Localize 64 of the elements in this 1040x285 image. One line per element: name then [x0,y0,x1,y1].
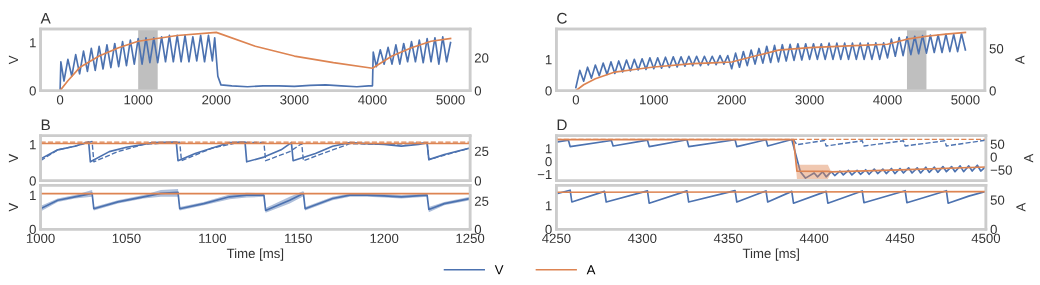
x-axis-title: Time [ms] [226,248,284,261]
y2-tick-label: 0 [474,86,482,96]
x-tick-label: 4300 [627,233,657,243]
y-tick-label: 0 [545,224,552,235]
y-tick-label: 0 [29,86,36,96]
chart-title: C [557,12,567,24]
y-axis-title: V [8,153,18,163]
x-tick-label: 1100 [199,233,227,243]
y2-tick-label: 0 [989,86,996,96]
x-tick-label: 4000 [358,95,387,105]
y2-tick-label: 20 [474,53,489,63]
y-tick-label: 0 [29,176,36,186]
chart-title: A [40,13,51,24]
y2-tick-label: 25 [474,146,489,156]
y-axis-title: V [8,55,18,65]
y-tick-label: 0 [29,224,36,235]
y2-tick-label: 0 [990,152,997,162]
y-tick-label: 0 [545,86,552,96]
x-tick-label: 0 [572,95,580,105]
y-tick-label: 1 [545,55,552,65]
x-tick-label: 1000 [640,95,668,105]
x-tick-label: 4350 [713,233,743,243]
y-tick-label: 1 [30,140,36,150]
x-tick-label: 0 [56,95,64,105]
x-tick-label: 1050 [112,233,141,243]
y-tick-label: −1 [537,169,552,180]
x-tick-label: 1250 [456,233,485,243]
x-tick-label: 2000 [202,95,231,105]
x-axis-title: Time [ms] [742,248,799,261]
y2-tick-label: 0 [474,176,482,186]
y2-tick-label: 50 [990,139,1005,149]
chart-title: B [41,119,50,131]
y2-tick-label: −50 [990,165,1012,175]
chart-title: D [557,119,567,131]
x-tick-label: 1200 [370,233,399,243]
x-tick-label: 3000 [795,95,824,105]
x-tick-label: 1150 [285,233,312,243]
y2-axis-title: A [1015,55,1025,65]
y-tick-label: 1 [30,38,36,48]
x-tick-label: 4400 [799,233,829,243]
y2-axis-title: A [1016,202,1026,212]
x-tick-label: 4250 [542,233,571,243]
x-tick-label: 5000 [951,95,980,105]
y2-tick-label: 50 [989,44,1004,54]
y-axis-title: V [8,202,18,212]
y-tick-label: 0 [545,156,552,167]
legend-label: A [586,265,596,275]
x-tick-label: 5000 [436,95,465,105]
y2-axis-title: A [1024,153,1034,163]
y-tick-label: 1 [545,201,552,211]
x-tick-label: 1000 [124,95,153,105]
x-tick-label: 2000 [717,95,746,105]
y-tick-label: 1 [545,144,552,154]
legend-label: V [494,265,504,275]
x-tick-label: 4500 [971,233,1001,243]
x-tick-label: 4000 [873,95,902,105]
y2-tick-label: 50 [990,195,1005,205]
x-tick-label: 1000 [26,233,55,243]
x-tick-label: 4450 [885,233,915,243]
y2-tick-label: 0 [474,224,482,235]
y-tick-label: 1 [30,190,36,200]
y2-tick-label: 0 [990,224,997,235]
y2-tick-label: 25 [474,196,489,206]
x-tick-label: 3000 [280,95,309,105]
